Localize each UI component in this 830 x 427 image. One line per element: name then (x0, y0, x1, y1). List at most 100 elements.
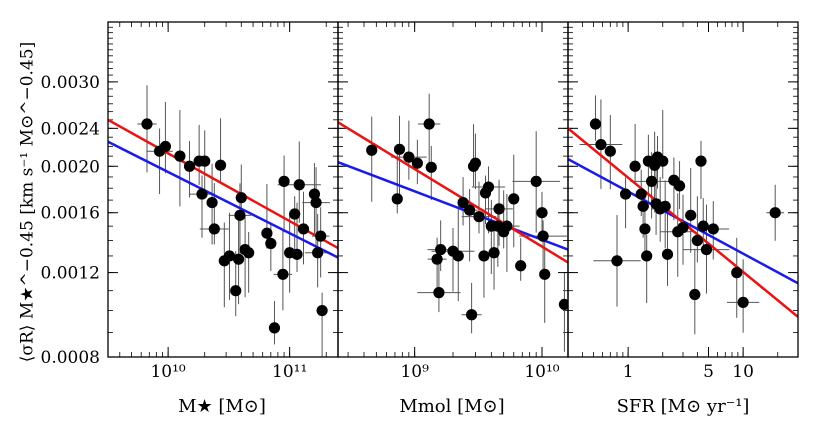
data-point (312, 247, 324, 259)
data-point (291, 248, 303, 260)
panel-frame (107, 21, 339, 358)
data-point (232, 253, 245, 265)
data-point (183, 160, 196, 172)
data-point (515, 260, 527, 272)
x-axis-title-mstar: M★ [M⊙] (178, 396, 266, 417)
data-point (199, 155, 211, 167)
data-point (689, 288, 701, 301)
data-point (539, 268, 551, 280)
x-axis-title-sfr: SFR [M⊙ yr⁻¹] (617, 396, 750, 417)
data-point (243, 247, 255, 259)
data-point (700, 244, 713, 256)
data-point (196, 188, 208, 200)
data-point (537, 230, 549, 242)
data-point (691, 234, 703, 247)
data-point (433, 287, 445, 299)
data-point (310, 196, 322, 209)
data-point (261, 227, 273, 239)
data-point (482, 181, 495, 193)
data-point (508, 193, 520, 205)
data-point (558, 298, 568, 310)
data-point (641, 250, 653, 262)
data-point (425, 161, 437, 173)
data-point (234, 209, 246, 221)
data-point (469, 157, 482, 169)
data-point (293, 179, 305, 191)
data-point (431, 253, 443, 265)
y-tick-label: 0.0030 (41, 73, 100, 93)
x-tick-label: 10¹⁰ (150, 362, 185, 382)
data-point (463, 204, 476, 216)
data-point (223, 250, 236, 262)
x-tick-label: 1 (623, 362, 634, 382)
data-point (695, 155, 707, 167)
y-axis-title: ⟨σR⟩ M★^−0.45 [km s⁻¹ M⊙^−0.45] (18, 42, 38, 362)
data-point (697, 220, 709, 232)
data-point (316, 304, 328, 317)
data-point (659, 200, 671, 212)
data-point (289, 208, 301, 220)
data-point (635, 188, 647, 200)
plot-area (568, 95, 798, 335)
panel-mmol: 10⁹ 10¹⁰ (337, 21, 569, 382)
data-point (452, 250, 464, 262)
data-point (393, 143, 406, 155)
data-point (265, 237, 277, 250)
data-point (737, 296, 749, 308)
data-point (478, 250, 490, 262)
panel-frame (337, 21, 569, 358)
data-point (206, 196, 218, 209)
data-point (423, 118, 435, 130)
data-point (731, 267, 743, 279)
panel-mstar: 10¹⁰ 10¹¹ (107, 21, 339, 382)
data-point (637, 200, 649, 212)
fit-line-red (338, 121, 568, 264)
x-tick-label: 10 (732, 362, 754, 382)
data-point (536, 207, 548, 219)
data-point (208, 223, 220, 235)
data-point (366, 144, 378, 156)
y-tick-label: 0.0016 (41, 204, 100, 224)
plot-area (108, 85, 338, 357)
data-point (230, 285, 242, 297)
data-point (646, 175, 658, 187)
data-point (473, 211, 485, 223)
data-point (611, 255, 623, 267)
data-point (308, 188, 321, 200)
data-point (589, 118, 602, 130)
panel-sfr: 1 5 10 (567, 21, 799, 382)
data-point (677, 221, 689, 234)
y-axis-label: ⟨σR⟩ M★^−0.45 [km s⁻¹ M⊙^−0.45] (18, 42, 38, 362)
data-point (488, 247, 500, 259)
data-point (466, 309, 478, 321)
data-point (297, 223, 310, 235)
x-tick-label: 5 (703, 362, 714, 382)
plot-area (338, 93, 568, 352)
x-tick-label: 10¹⁰ (524, 362, 559, 382)
data-point (657, 155, 669, 167)
data-point (391, 193, 403, 205)
data-point (707, 223, 719, 235)
y-tick-label: 0.0020 (41, 157, 100, 177)
data-point (493, 203, 505, 215)
data-point (141, 118, 153, 130)
data-point (315, 230, 327, 242)
y-tick-label: 0.0024 (41, 119, 100, 139)
data-point (435, 244, 447, 256)
panel-frame (567, 21, 799, 358)
data-point (619, 188, 632, 200)
y-tick-label: 0.0008 (41, 348, 100, 368)
data-point (595, 138, 607, 151)
data-point (411, 157, 423, 169)
data-point (278, 175, 290, 187)
data-point (604, 145, 616, 157)
data-point (174, 150, 186, 162)
data-point (685, 209, 697, 221)
fit-line-blue (338, 160, 568, 251)
y-tick-label: 0.0012 (41, 264, 100, 284)
data-point (673, 180, 686, 192)
data-point (661, 248, 674, 260)
data-point (457, 196, 469, 209)
data-point (403, 151, 415, 163)
data-point (235, 192, 247, 204)
